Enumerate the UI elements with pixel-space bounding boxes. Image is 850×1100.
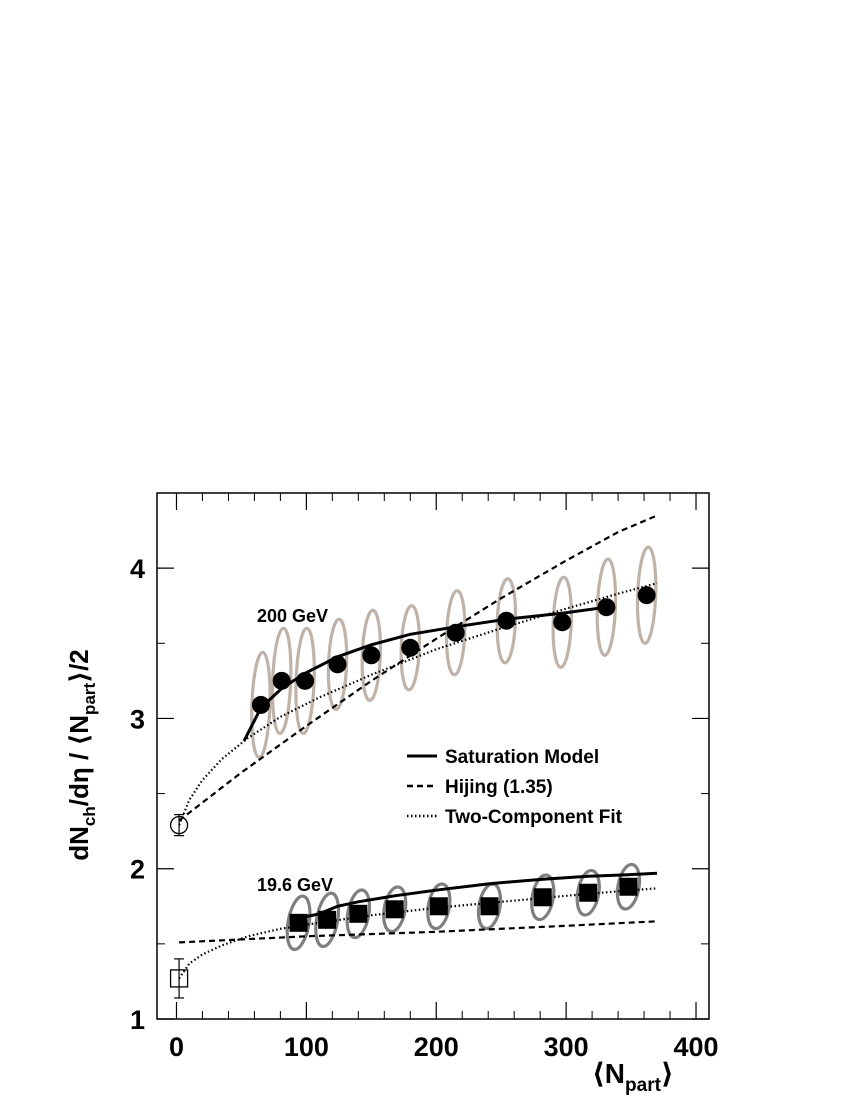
error-ellipse [615,862,642,911]
data-point-200gev [446,623,465,642]
data-point-200gev [597,598,616,617]
data-point-19gev [289,913,308,932]
data-point-200gev [637,586,656,605]
legend-label-hijing: Hijing (1.35) [445,777,553,798]
model-curves [178,514,658,980]
data-point-19gev [480,897,499,916]
y-tick-label: 3 [130,704,145,734]
data-point-200gev [497,611,516,630]
axis-ticks [157,493,709,1020]
data-point-200gev [296,671,315,690]
data-point-200gev [401,638,420,657]
y-tick-label: 1 [130,1005,145,1035]
svg-text:dNch/dη / ⟨Npart⟩/2: dNch/dη / ⟨Npart⟩/2 [64,649,99,861]
data-point-200gev [328,655,347,674]
x-tick-label: 100 [284,1032,329,1062]
curve-saturation-model [242,605,607,742]
data-point-200gev [251,695,270,714]
x-tick-label: 300 [544,1032,589,1062]
data-point-19gev [579,883,598,902]
data-point-200gev [553,613,572,632]
error-ellipse [575,868,601,917]
y-tick-label: 4 [130,554,145,584]
annotation-19gev: 19.6 GeV [257,875,333,895]
data-point-19gev [349,904,368,923]
y-axis-title: dNch/dη / ⟨Npart⟩/2 [64,649,99,861]
legend-label-twocomp: Two-Component Fit [445,807,623,828]
curve-saturation-model [298,871,658,920]
error-ellipse [314,891,341,949]
x-tick-label: 400 [673,1032,718,1062]
curve-hijing-1-35 [178,514,658,822]
curve-hijing-1-35 [179,920,658,944]
data-point-19gev [385,900,404,919]
error-ellipse [426,882,452,931]
legend-label-saturation: Saturation Model [445,747,599,768]
reference-point-200gev [169,815,189,835]
reference-point-19gev [169,969,189,988]
data-point-200gev [362,646,381,665]
tick-labels: 0 100 200 300 400 1 2 3 4 [130,554,719,1062]
plot-frame [156,492,710,1020]
annotation-200gev: 200 GeV [257,606,328,626]
data-point-200gev [272,671,291,690]
curve-two-component-fit [178,887,658,980]
y-tick-label: 2 [130,855,145,885]
data-point-19gev [533,888,552,907]
x-tick-label: 200 [414,1032,459,1062]
data-point-19gev [619,877,638,896]
data-points [169,586,656,999]
data-point-19gev [318,910,337,929]
error-ellipse [530,873,556,922]
error-ellipse [382,885,408,934]
data-point-19gev [429,897,448,916]
legend: Saturation Model Hijing (1.35) Two-Compo… [407,747,623,828]
error-ellipse [345,888,372,940]
x-tick-label: 0 [169,1032,184,1062]
